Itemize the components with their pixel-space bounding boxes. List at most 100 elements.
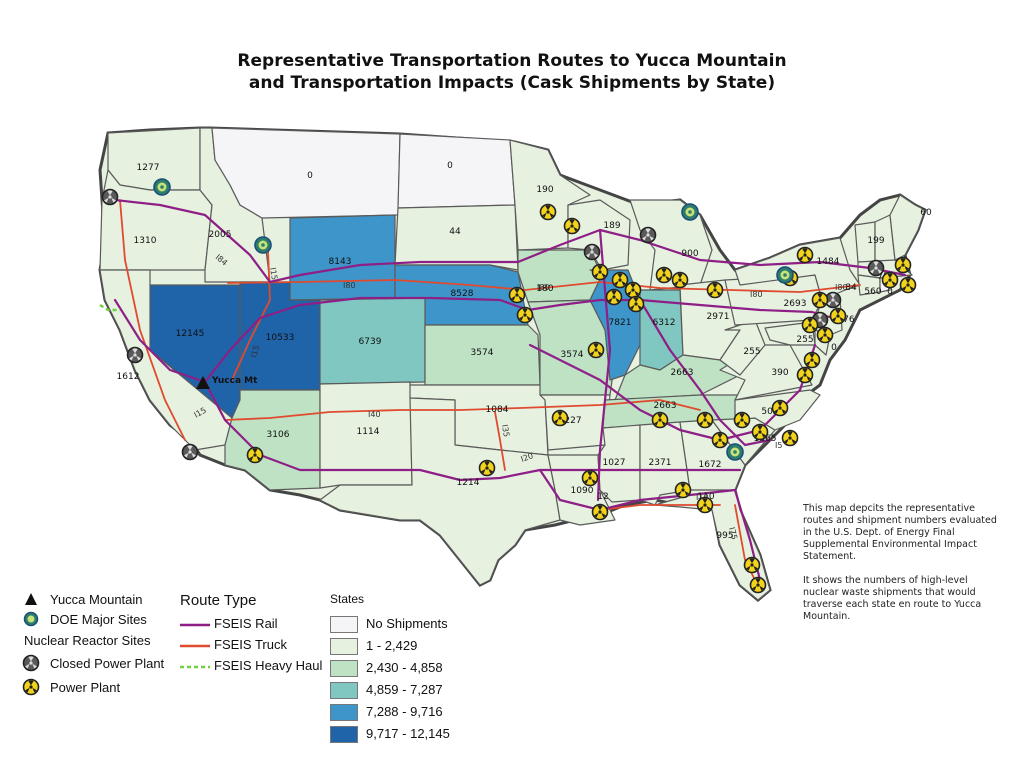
value-ia: 180 xyxy=(536,284,553,294)
value-wy: 8143 xyxy=(329,257,352,267)
power-plant-marker xyxy=(743,556,761,574)
closed-plant-marker xyxy=(101,188,119,206)
doe-site-marker xyxy=(254,236,272,254)
legend-states: States No Shipments 1 - 2,429 2,430 - 4,… xyxy=(330,590,500,743)
power-plant-marker xyxy=(706,281,724,299)
value-ks: 3574 xyxy=(471,348,494,358)
power-plant-marker xyxy=(671,271,689,289)
rail-route-east xyxy=(638,298,772,447)
legend-swatch xyxy=(330,726,358,743)
power-plant-marker xyxy=(516,306,534,324)
value-sd: 44 xyxy=(449,227,461,237)
triangle-icon xyxy=(25,593,37,605)
state-ks xyxy=(424,324,541,386)
doe-site-icon xyxy=(23,611,39,627)
highway-label-i75: I75 xyxy=(727,526,739,540)
highway-label-i40: I40 xyxy=(368,410,381,419)
value-fl: 995 xyxy=(716,531,733,541)
truck-route-i5 xyxy=(119,199,186,441)
power-plant-marker xyxy=(674,481,692,499)
value-co: 6739 xyxy=(359,337,382,347)
doe-site-marker xyxy=(726,443,744,461)
value-sc: 1365 xyxy=(754,434,777,444)
power-plant-marker xyxy=(781,429,799,447)
state-wi xyxy=(567,199,631,271)
state-sd xyxy=(394,204,519,271)
power-plant-marker xyxy=(751,423,769,441)
doe-site-marker xyxy=(153,178,171,196)
power-plant-marker xyxy=(899,276,917,294)
legend-doe-label: DOE Major Sites xyxy=(50,612,147,627)
value-tx: 1214 xyxy=(457,478,480,488)
power-plant-marker xyxy=(711,431,729,449)
value-nc: 502 xyxy=(761,407,778,417)
value-ne: 8528 xyxy=(451,289,474,299)
legend-rail-label: FSEIS Rail xyxy=(214,616,278,631)
heavy-haul-line-icon xyxy=(180,665,210,669)
legend-reactor-heading: Nuclear Reactor Sites xyxy=(24,633,151,648)
value-ms: 1027 xyxy=(603,458,626,468)
power-plant-marker xyxy=(605,288,623,306)
power-plant-marker xyxy=(587,341,605,359)
highway-label-i80-nj: I80 xyxy=(835,283,848,292)
value-ca: 1612 xyxy=(117,372,140,382)
power-plant-marker xyxy=(551,409,569,427)
value-id: 2005 xyxy=(209,230,232,240)
legend-power-label: Power Plant xyxy=(50,680,121,695)
rail-line-icon xyxy=(180,623,210,627)
value-ct: 560 xyxy=(864,287,881,297)
power-plant-marker xyxy=(591,503,609,521)
power-plant-marker xyxy=(581,469,599,487)
legend-class-label: 1 - 2,429 xyxy=(366,638,418,653)
highway-label-i35: I35 xyxy=(500,424,511,438)
value-nd: 0 xyxy=(447,161,453,171)
doe-site-marker xyxy=(776,266,794,284)
power-plant-marker xyxy=(894,256,912,274)
value-va: 390 xyxy=(771,368,788,378)
power-plant-marker xyxy=(246,446,264,464)
closed-plant-marker xyxy=(867,259,885,277)
legend-swatch xyxy=(330,704,358,721)
value-ri: 0 xyxy=(887,287,893,297)
map-title: Representative Transportation Routes to … xyxy=(0,50,1024,94)
power-plant-marker xyxy=(611,271,629,289)
power-plant-marker xyxy=(624,281,642,299)
legend-class-label: 2,430 - 4,858 xyxy=(366,660,443,675)
map-note-paragraph-2: It shows the numbers of high-level nucle… xyxy=(803,575,982,622)
state-az xyxy=(224,389,321,491)
legend-heavy-label: FSEIS Heavy Haul xyxy=(214,658,323,673)
power-plant-marker xyxy=(801,316,819,334)
legend-swatch xyxy=(330,638,358,655)
highway-label-i20: I20 xyxy=(520,451,535,464)
legend-routes: Route Type FSEIS Rail FSEIS Truck FSEIS … xyxy=(180,590,330,680)
power-plant-marker xyxy=(816,326,834,344)
legend-class-label: 7,288 - 9,716 xyxy=(366,704,443,719)
power-plant-marker xyxy=(478,459,496,477)
value-vt: 199 xyxy=(867,236,884,246)
power-plant-marker xyxy=(829,307,847,325)
legend-closed-label: Closed Power Plant xyxy=(50,656,165,671)
legend-class-label: No Shipments xyxy=(366,616,448,631)
truck-route-i40 xyxy=(224,399,701,421)
value-me: 60 xyxy=(920,208,932,218)
value-mo: 3574 xyxy=(561,350,584,360)
power-plant-marker xyxy=(803,351,821,369)
closed-plant-marker xyxy=(181,443,199,461)
map-title-line-2: and Transportation Impacts (Cask Shipmen… xyxy=(248,73,776,93)
state-ca xyxy=(99,269,233,451)
value-ms-coast: 12 xyxy=(597,492,608,502)
doe-site-marker xyxy=(681,203,699,221)
rail-route-california xyxy=(113,298,207,384)
legend-truck-label: FSEIS Truck xyxy=(214,637,287,652)
value-tn: 2663 xyxy=(654,401,677,411)
power-plant-marker xyxy=(651,411,669,429)
value-ky: 2663 xyxy=(671,368,694,378)
truck-route-i35 xyxy=(494,411,506,471)
state-wa xyxy=(107,127,201,191)
rail-route-northern xyxy=(113,198,907,284)
state-tx xyxy=(319,397,561,586)
power-plant-icon xyxy=(22,678,40,696)
value-il: 7821 xyxy=(609,318,632,328)
state-values: 1277 1310 2005 0 0 44 190 8143 8528 1214… xyxy=(117,161,932,541)
